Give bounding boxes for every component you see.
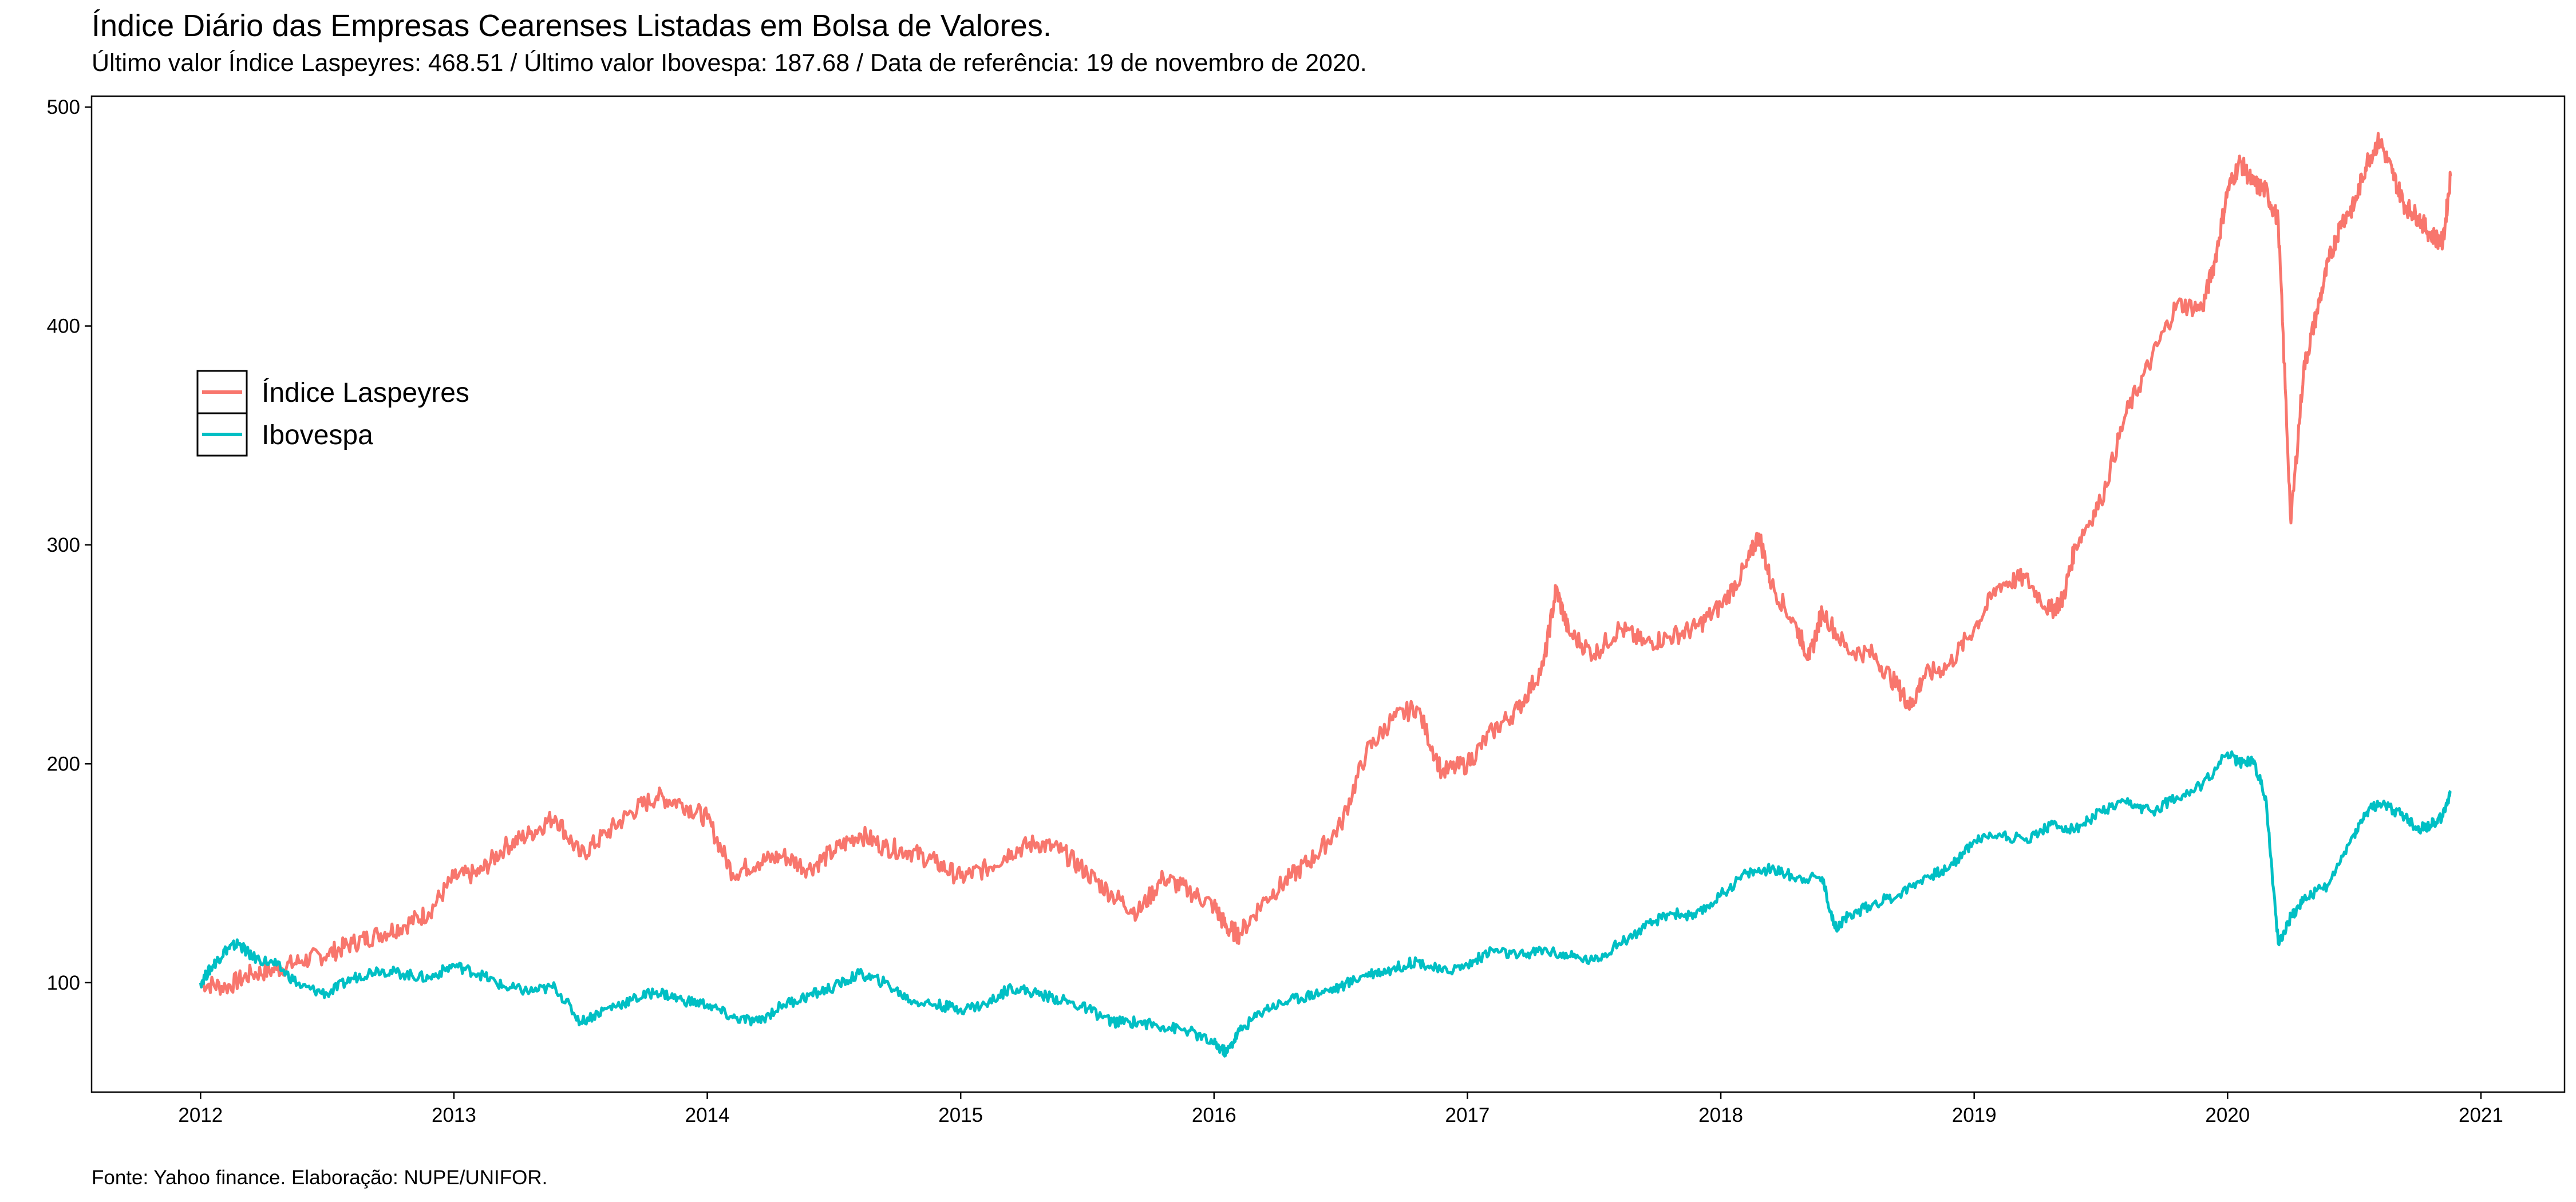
y-tick-label: 300 [47, 534, 80, 556]
legend-label: Índice Laspeyres [262, 378, 469, 408]
x-tick-label: 2013 [432, 1104, 476, 1126]
series-line-ibovespa [199, 750, 2452, 1058]
series-lines [199, 132, 2452, 1058]
x-tick-label: 2019 [1952, 1104, 1997, 1126]
plot-panel [90, 95, 2566, 1093]
x-tick-label: 2020 [2205, 1104, 2250, 1126]
y-tick-label: 100 [47, 972, 80, 994]
chart-caption: Fonte: Yahoo finance. Elaboração: NUPE/U… [92, 1167, 548, 1189]
legend: Índice Laspeyres Ibovespa [196, 370, 469, 457]
y-axis: 100 200 300 400 500 [47, 96, 92, 994]
y-tick-label: 200 [47, 753, 80, 775]
y-tick-label: 400 [47, 315, 80, 338]
series-line-laspeyres [200, 132, 2452, 996]
x-axis: 2012 2013 2014 2015 2016 2017 2018 2019 2020 2021 [178, 1092, 2503, 1126]
x-tick-label: 2014 [685, 1104, 730, 1126]
x-tick-label: 2021 [2459, 1104, 2503, 1126]
chart-title: Índice Diário das Empresas Cearenses Lis… [92, 9, 1052, 43]
x-tick-label: 2017 [1445, 1104, 1490, 1126]
x-tick-label: 2018 [1698, 1104, 1743, 1126]
chart-subtitle: Último valor Índice Laspeyres: 468.51 / … [92, 49, 1367, 77]
y-tick-label: 500 [47, 96, 80, 118]
legend-label: Ibovespa [262, 420, 373, 450]
x-tick-label: 2016 [1192, 1104, 1236, 1126]
x-tick-label: 2015 [938, 1104, 983, 1126]
x-tick-label: 2012 [178, 1104, 223, 1126]
